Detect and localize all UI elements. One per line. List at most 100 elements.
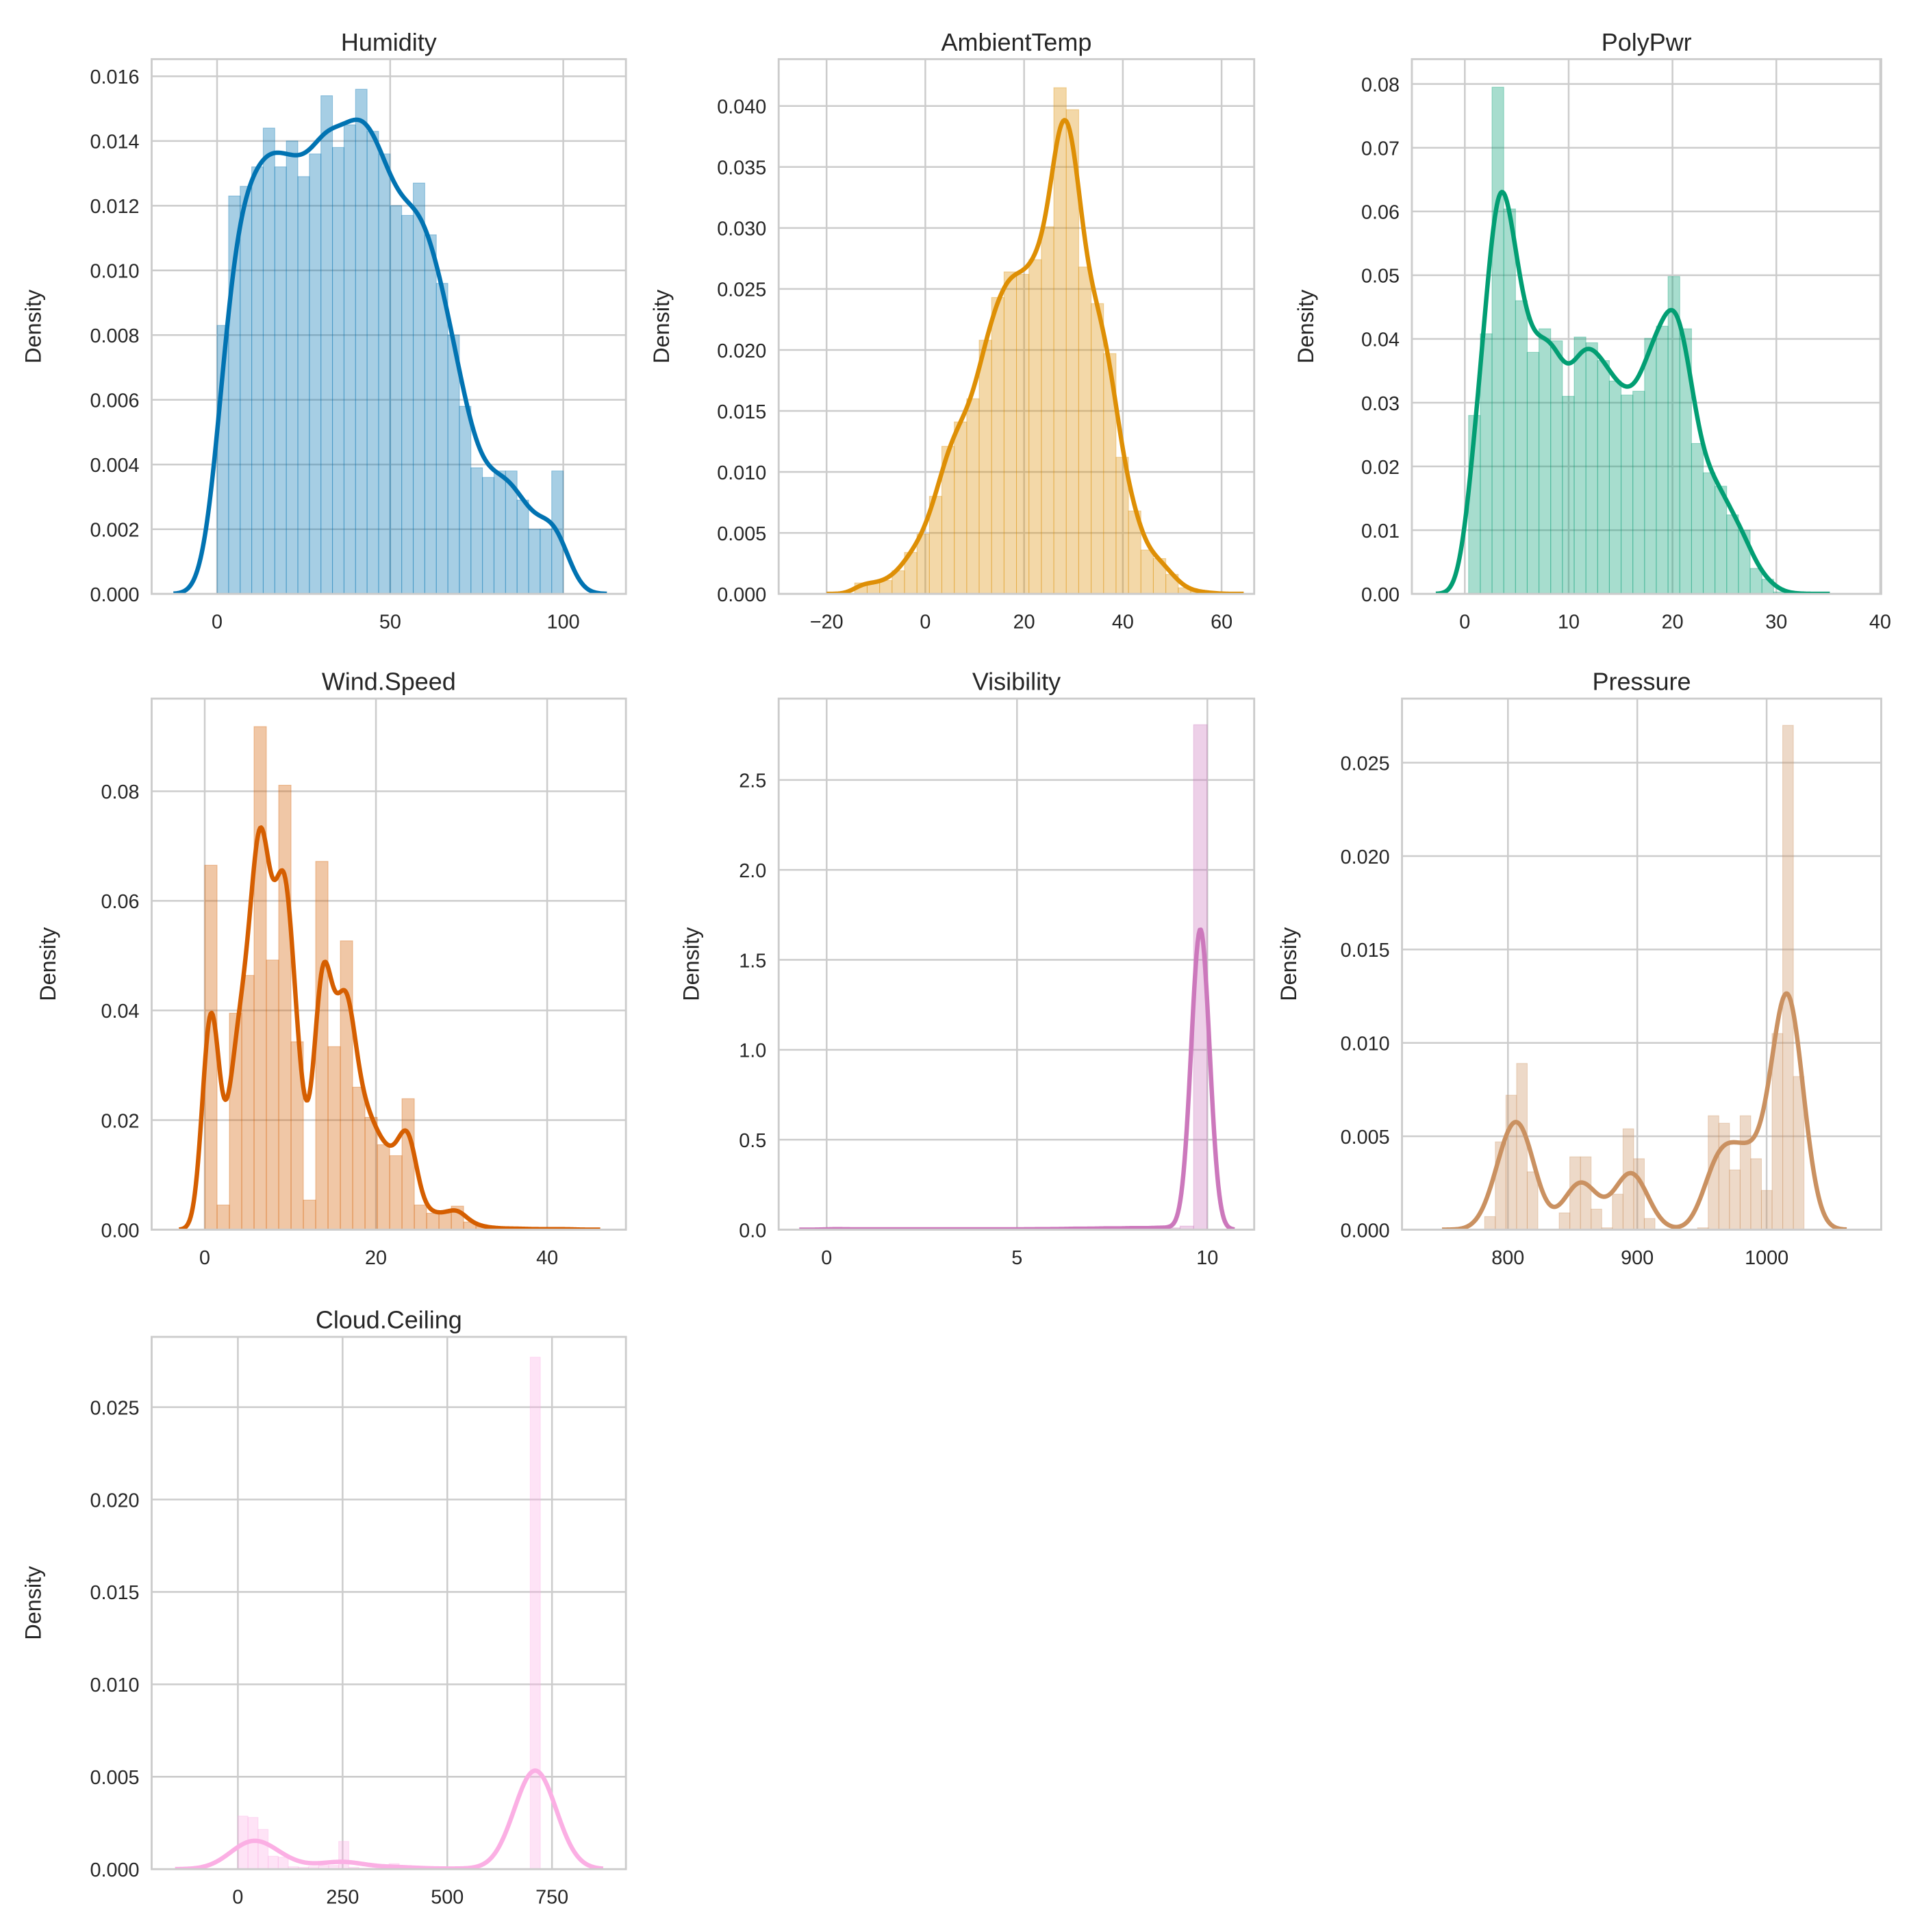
histogram-bar <box>1078 266 1092 594</box>
histogram-bar <box>1691 442 1704 594</box>
histogram-bar <box>1491 86 1504 594</box>
axes-frame <box>151 697 627 1231</box>
histogram-bar <box>216 1204 230 1230</box>
y-tick-label: 0.06 <box>1361 202 1400 224</box>
subplot-wind-speed: 0 20 40 0.00 0.02 0.04 0.06 0.08 Wind.Speed Densi… <box>36 667 627 1269</box>
y-axis-label: Density <box>21 289 46 364</box>
y-tick-label: 0.025 <box>1341 753 1390 775</box>
histogram-bar <box>1612 1194 1623 1230</box>
histogram-bar <box>274 166 287 594</box>
x-tick-label: 10 <box>1196 1247 1218 1269</box>
histogram-bar <box>1516 1063 1528 1230</box>
y-tick-label: 2.0 <box>739 860 766 882</box>
subplot-title: Visibility <box>972 667 1061 695</box>
histogram-bar <box>1621 394 1634 594</box>
x-tick-label: 900 <box>1621 1247 1654 1269</box>
histogram-bar <box>505 471 518 594</box>
y-tick-label: 0.035 <box>717 158 766 179</box>
histogram-bar <box>1003 271 1017 594</box>
y-axis-label: Density <box>1276 927 1301 1001</box>
histogram-bar <box>1140 549 1154 594</box>
histogram-bar <box>1558 1212 1571 1230</box>
histogram-bar <box>1793 1076 1805 1230</box>
subplot-polypwr: 0 10 20 30 40 0.00 0.01 0.02 0.03 0.04 0.05 0.06 0.0… <box>1293 28 1891 633</box>
histogram-bar <box>1750 1158 1762 1230</box>
y-tick-label: 0.000 <box>717 584 766 606</box>
histogram-bar <box>493 471 506 594</box>
y-axis-label: Density <box>1293 289 1318 364</box>
histogram-bar <box>1667 276 1680 594</box>
y-axis-label: Density <box>21 1566 46 1640</box>
histogram-bar <box>1515 300 1528 594</box>
histogram-bar <box>916 534 930 594</box>
histogram-bar <box>412 182 425 594</box>
histogram-bar <box>401 214 414 594</box>
histogram-bar <box>438 1212 452 1230</box>
axes-frame <box>151 58 627 595</box>
histogram-bar <box>1480 333 1493 594</box>
y-tick-label: 0.015 <box>1341 940 1390 962</box>
subplot-ambienttemp: −20 0 20 40 60 0.000 0.005 0.010 0.015 0.020 0.025… <box>649 28 1256 633</box>
subplot-title: Cloud.Ceiling <box>316 1305 462 1333</box>
y-tick-label: 0.020 <box>717 340 766 362</box>
histogram-bar <box>1656 325 1669 594</box>
histogram-bar <box>1632 390 1645 594</box>
x-tick-label: 800 <box>1491 1247 1524 1269</box>
y-tick-label: 0.04 <box>1361 329 1400 351</box>
y-tick-label: 0.0 <box>739 1220 766 1242</box>
y-tick-label: 0.008 <box>90 325 140 347</box>
axes-frame <box>777 697 1256 1231</box>
x-tick-label: 20 <box>365 1247 387 1269</box>
histogram-bar <box>1091 303 1104 594</box>
histogram-bar <box>1643 1218 1656 1230</box>
subplot-pressure: 800 900 1000 0.000 0.005 0.010 0.015 0.020 0.025… <box>1276 667 1882 1269</box>
histogram-bar <box>288 1866 299 1870</box>
histogram-bar <box>390 205 403 594</box>
x-tick-label: 0 <box>199 1247 210 1269</box>
y-tick-label: 0.010 <box>717 462 766 484</box>
histogram-bar <box>1041 226 1054 594</box>
histogram-bar <box>1585 342 1598 594</box>
x-tick-label: 40 <box>1869 612 1891 633</box>
y-tick-label: 0.005 <box>717 523 766 545</box>
subplot-title: Wind.Speed <box>322 667 456 695</box>
kde-line <box>172 117 608 594</box>
histogram-bar <box>352 1086 366 1230</box>
histogram-bar <box>516 499 529 594</box>
y-tick-label: 0.030 <box>717 218 766 240</box>
gridlines <box>779 59 1254 595</box>
histogram-bar <box>1702 472 1716 594</box>
histogram-bar <box>332 147 344 594</box>
y-tick-label: 0.005 <box>1341 1127 1390 1149</box>
histogram-bar <box>1715 486 1728 594</box>
histogram-bar <box>1526 1171 1539 1230</box>
kde-line <box>825 118 1245 594</box>
histogram-bar <box>1028 259 1042 594</box>
x-tick-label: −20 <box>810 612 844 633</box>
x-tick-label: 0 <box>821 1247 832 1269</box>
axes-frame <box>777 58 1256 595</box>
histogram-bar <box>1015 273 1030 594</box>
y-axis-label: Density <box>679 927 703 1001</box>
y-tick-label: 0.040 <box>717 97 766 118</box>
y-tick-label: 0.015 <box>717 401 766 423</box>
y-tick-label: 0.002 <box>90 519 140 541</box>
x-tick-label: 0 <box>232 1887 243 1909</box>
histogram-bar <box>389 1155 403 1230</box>
x-tick-label: 10 <box>1558 612 1580 633</box>
histogram-bar <box>240 186 253 594</box>
histogram-bar <box>1505 1094 1517 1230</box>
y-tick-label: 0.07 <box>1361 138 1400 160</box>
histogram-bar <box>528 529 541 594</box>
y-tick-label: 0.020 <box>1341 846 1390 868</box>
histogram-bar <box>1550 340 1563 594</box>
histogram-bar <box>257 1829 269 1870</box>
x-tick-label: 250 <box>326 1887 359 1909</box>
histogram-bar <box>414 1204 427 1230</box>
y-tick-label: 0.015 <box>90 1582 140 1604</box>
x-tick-label: 40 <box>1112 612 1134 633</box>
y-tick-label: 0.04 <box>101 1001 139 1023</box>
subplot-humidity: 0 50 100 0.000 0.002 0.004 0.006 0.008 0.010 0.01… <box>21 28 627 633</box>
y-tick-label: 0.05 <box>1361 266 1400 288</box>
histogram-bar <box>297 176 310 594</box>
